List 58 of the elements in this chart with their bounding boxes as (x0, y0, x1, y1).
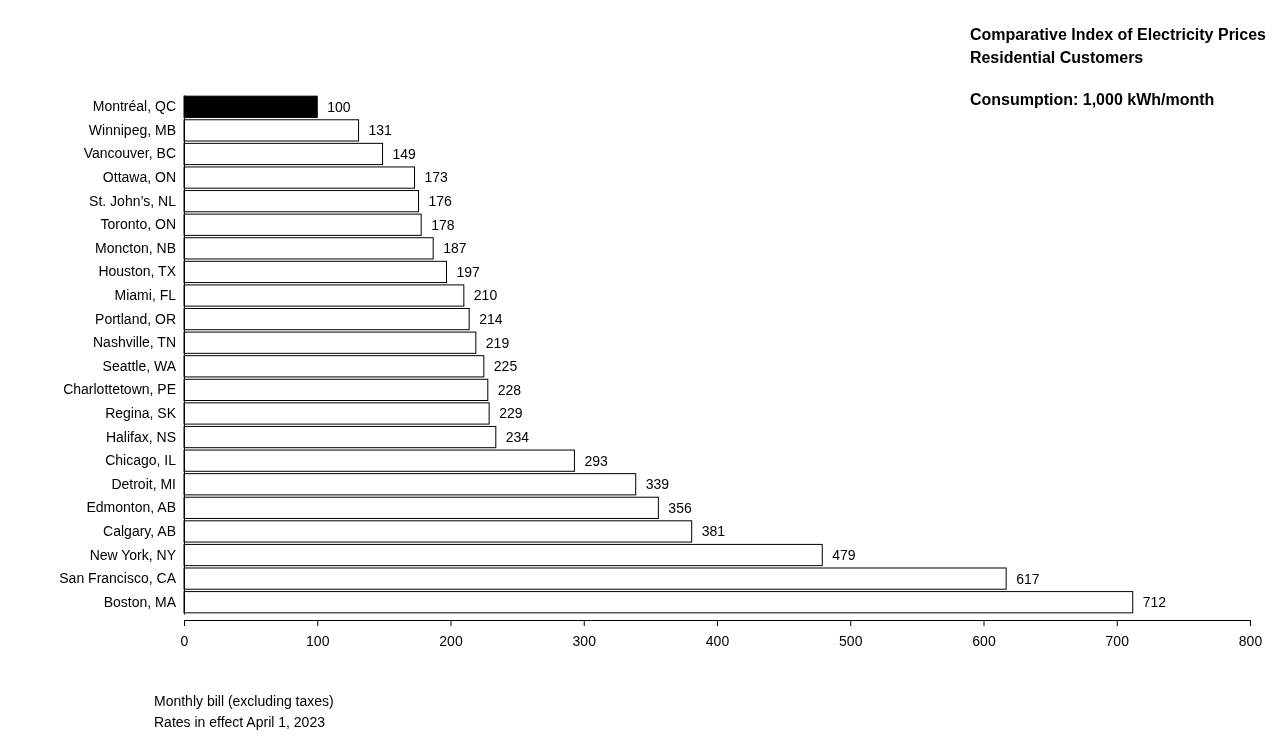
y-tick-label: New York, NY (89, 546, 177, 563)
y-tick-label: Seattle, WA (102, 357, 177, 374)
data-label: 229 (499, 405, 523, 422)
data-label: 479 (832, 546, 856, 563)
y-tick-label: Vancouver, BC (83, 145, 176, 162)
data-label: 228 (497, 381, 522, 398)
y-tick-label: Edmonton, AB (86, 499, 176, 516)
y-tick-label: Portland, OR (95, 310, 176, 327)
text: Monthly bill (excluding taxes) (154, 693, 334, 709)
x-tick-label: 700 (1105, 632, 1130, 649)
data-label: 356 (668, 499, 692, 516)
data-label: 131 (368, 122, 393, 139)
data-label: 381 (701, 523, 726, 540)
y-tick-label: Nashville, TN (93, 334, 176, 351)
x-tick-label: 400 (705, 632, 730, 649)
data-label: 173 (424, 169, 449, 186)
x-tick-label: 200 (439, 632, 463, 649)
y-tick-label: Montréal, QC (92, 98, 176, 115)
y-tick-label: Toronto, ON (100, 216, 176, 233)
y-tick-label: San Francisco, CA (59, 570, 177, 587)
data-label: 178 (431, 216, 455, 233)
text: Rates in effect April 1, 2023 (154, 714, 326, 730)
data-label: 339 (645, 476, 670, 493)
data-label: 197 (456, 263, 481, 280)
y-tick-label: Winnipeg, MB (88, 121, 176, 138)
y-tick-label: Miami, FL (114, 287, 177, 303)
y-tick-label: Detroit, MI (111, 475, 176, 492)
data-label: 225 (493, 358, 518, 375)
y-tick-label: Charlottetown, PE (63, 381, 176, 398)
x-tick-label: 300 (572, 632, 597, 649)
y-tick-label: Halifax, NS (105, 428, 176, 445)
y-tick-label: Moncton, NB (95, 239, 176, 256)
data-label: 219 (485, 334, 510, 351)
data-label: 187 (443, 240, 467, 257)
y-tick-label: Houston, TX (98, 263, 177, 280)
x-tick-label: 500 (839, 632, 863, 649)
data-label: 617 (1016, 570, 1040, 587)
x-tick-label: 600 (972, 632, 996, 649)
x-tick-label: 0 (180, 632, 189, 649)
data-label: 293 (584, 452, 608, 469)
data-label: 210 (473, 287, 498, 304)
data-label: 234 (505, 428, 530, 445)
annotation: Consumption: 1,000 kWh/month (969, 91, 1215, 108)
y-tick-label: Boston, MA (103, 593, 177, 610)
data-label: 214 (479, 311, 503, 328)
data-label: 100 (327, 98, 351, 115)
chart-title: Comparative Index of Electricity Prices (969, 26, 1267, 43)
x-tick-label: 100 (306, 632, 330, 649)
y-tick-label: Calgary, AB (103, 522, 176, 539)
chart-subtitle: Residential Customers (969, 49, 1144, 66)
y-tick-label: Ottawa, ON (102, 169, 176, 186)
y-tick-label: Chicago, IL (105, 452, 177, 469)
y-tick-label: St. John’s, NL (89, 192, 177, 209)
data-label: 712 (1142, 594, 1167, 611)
y-tick-label: Regina, SK (105, 404, 177, 421)
data-label: 176 (428, 193, 453, 210)
x-tick-label: 800 (1238, 632, 1263, 649)
data-label: 149 (392, 145, 417, 162)
